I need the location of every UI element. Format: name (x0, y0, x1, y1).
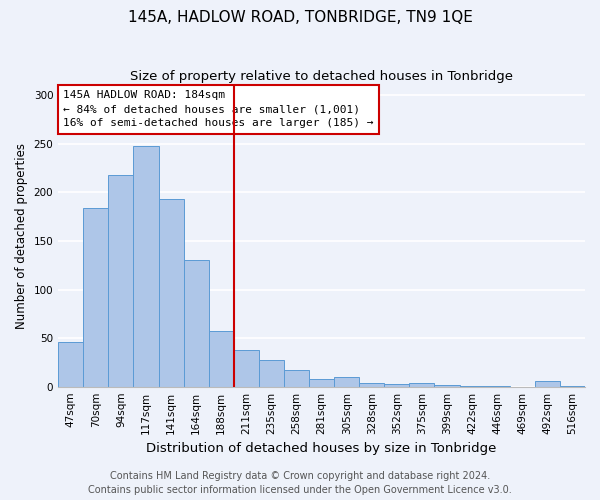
Bar (109, 175, 133, 386)
Bar (409, 383, 434, 386)
Bar (434, 384, 460, 386)
Title: Size of property relative to detached houses in Tonbridge: Size of property relative to detached ho… (130, 70, 513, 83)
Bar (58, 342, 83, 386)
Y-axis label: Number of detached properties: Number of detached properties (15, 143, 28, 329)
Bar (284, 370, 309, 386)
Text: 145A HADLOW ROAD: 184sqm
← 84% of detached houses are smaller (1,001)
16% of sem: 145A HADLOW ROAD: 184sqm ← 84% of detach… (64, 90, 374, 128)
Bar (359, 383, 385, 386)
X-axis label: Distribution of detached houses by size in Tonbridge: Distribution of detached houses by size … (146, 442, 497, 455)
Bar (259, 360, 284, 386)
Text: 145A, HADLOW ROAD, TONBRIDGE, TN9 1QE: 145A, HADLOW ROAD, TONBRIDGE, TN9 1QE (128, 10, 472, 25)
Bar (184, 260, 209, 386)
Bar (234, 350, 259, 387)
Text: Contains HM Land Registry data © Crown copyright and database right 2024.
Contai: Contains HM Land Registry data © Crown c… (88, 471, 512, 495)
Bar (334, 377, 359, 386)
Bar (158, 199, 184, 386)
Bar (83, 208, 109, 386)
Bar (385, 384, 409, 386)
Bar (209, 332, 234, 386)
Bar (535, 381, 560, 386)
Bar (309, 379, 334, 386)
Bar (133, 146, 158, 386)
